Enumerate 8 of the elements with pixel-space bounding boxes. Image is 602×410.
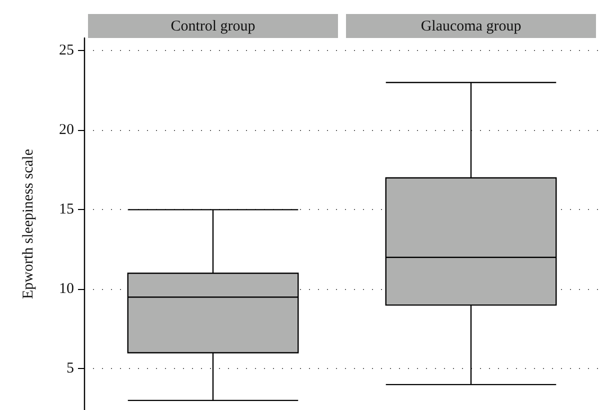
- y-tick-label: 5: [66, 360, 74, 377]
- y-tick-label: 10: [59, 281, 74, 298]
- y-tick-label: 15: [59, 202, 74, 218]
- y-axis-title: Epworth sleepiness scale: [20, 148, 36, 299]
- y-tick-label: 25: [59, 42, 74, 59]
- x-tick-label: Glaucoma group: [420, 18, 522, 34]
- y-tick-label: 20: [59, 122, 74, 138]
- x-tick-label: Control group: [170, 18, 256, 34]
